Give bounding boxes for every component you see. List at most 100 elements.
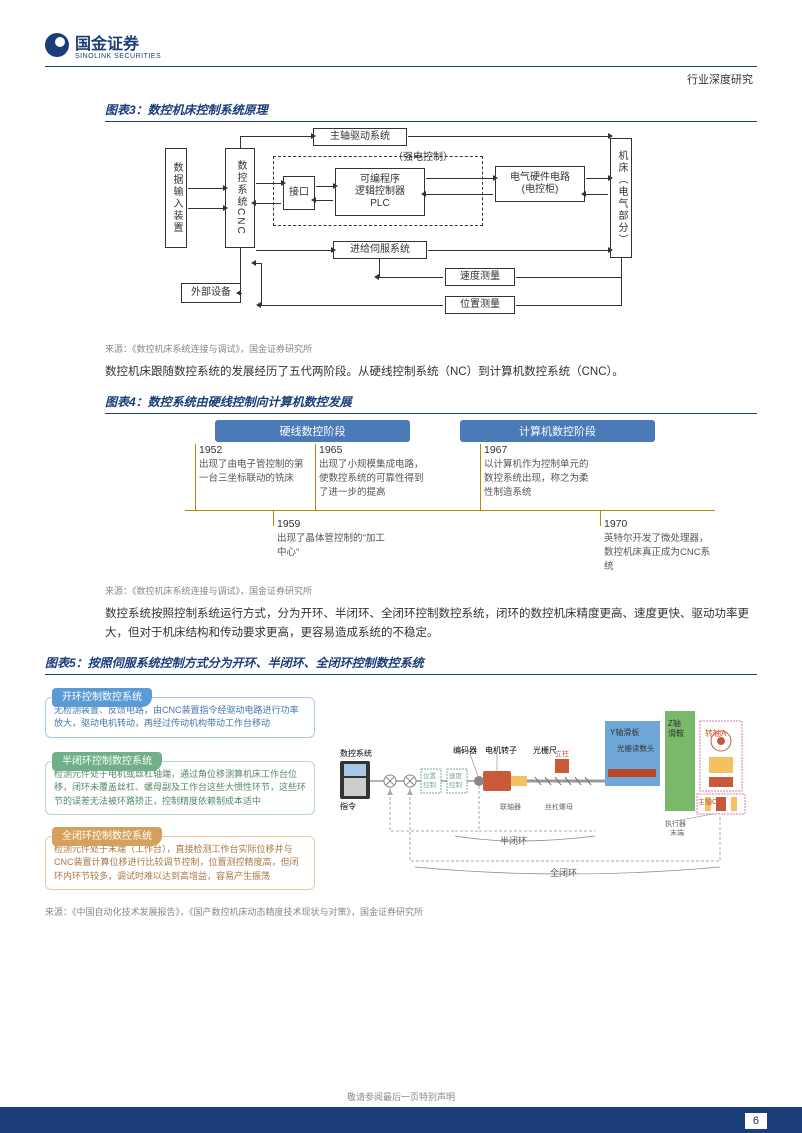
node-feed-servo: 进给伺服系统 (333, 241, 427, 259)
footer-bar (0, 1107, 802, 1133)
arrow (256, 250, 331, 251)
sys-half-closed: 半闭环控制数控系统 检测元件处于电机或丝杠轴端，通过角位移测算机床工作台位移，闭… (45, 761, 315, 816)
svg-text:Z轴: Z轴 (668, 718, 681, 728)
arrow (256, 203, 281, 204)
lbl-post: 立柱 (555, 749, 569, 758)
lbl-spindlec: 主轴C (698, 797, 717, 806)
sys2-text: 检测元件处于电机或丝杠轴端，通过角位移测算机床工作台位移，闭环未覆盖丝杠、螺母副… (54, 768, 306, 809)
sys-open-loop: 开环控制数控系统 无检测装置、反馈电路，由CNC装置指令经驱动电路进行功率放大，… (45, 697, 315, 738)
brand-block: 国金证券 SINOLINK SECURITIES (75, 30, 161, 60)
svg-text:滑鞍: 滑鞍 (668, 728, 684, 738)
fig4-timeline: 硬线数控阶段 计算机数控阶段 1952 出现了由电子管控制的第一台三坐标联动的铣床… (125, 420, 757, 580)
timeline-text: 以计算机作为控制单元的数控系统出现，称之为柔性制造系统 (484, 458, 592, 501)
plc-l1: 可编程序 (360, 174, 400, 186)
timeline-tick (273, 510, 274, 526)
fig3-source: 来源：《数控机床系统连接与调试》，国金证券研究所 (105, 342, 757, 355)
arrow (586, 178, 608, 179)
arrow (240, 248, 241, 293)
timeline-year: 1970 (604, 518, 627, 530)
lbl-encoder: 编码器 (453, 745, 477, 755)
arrow (428, 250, 608, 251)
timeline-text: 出现了晶体管控制的"加工中心" (277, 532, 385, 561)
timeline-year: 1967 (484, 444, 507, 456)
fig5-content: 开环控制数控系统 无检测装置、反馈电路，由CNC装置指令经驱动电路进行功率放大，… (45, 681, 757, 901)
arrow (426, 194, 493, 195)
sys1-title: 开环控制数控系统 (52, 688, 152, 707)
doc-type: 行业深度研究 (45, 71, 753, 87)
arrow (256, 136, 311, 137)
timeline-tick (195, 444, 196, 510)
node-elec-hw: 电气硬件电路 (电控柜) (495, 166, 585, 202)
para1: 数控机床跟随数控系统的发展经历了五代两阶段。从硬线控制系统（NC）到计算机数控系… (105, 363, 757, 383)
stage1: 硬线数控阶段 (215, 420, 410, 442)
sys3-title: 全闭环控制数控系统 (52, 827, 162, 846)
arrow (621, 258, 622, 306)
lbl-rota: 转轴A (705, 728, 727, 738)
brand-en: SINOLINK SECURITIES (75, 53, 161, 60)
ehw-l1: 电气硬件电路 (510, 172, 570, 184)
svg-text:末端: 末端 (670, 828, 684, 837)
sys2-title: 半闭环控制数控系统 (52, 752, 162, 771)
node-ext-dev: 外部设备 (181, 283, 241, 303)
timeline-tick (315, 444, 316, 510)
timeline-year: 1959 (277, 518, 300, 530)
fig5-title: 图表5：按照伺服系统控制方式分为开环、半闭环、全闭环控制数控系统 (45, 652, 757, 675)
node-speed: 速度测量 (445, 268, 515, 286)
svg-text:控制: 控制 (449, 780, 463, 789)
lbl-yslide: Y轴滑板 (610, 727, 639, 737)
para2: 数控系统按照控制系统运行方式，分为开环、半闭环、全闭环控制数控系统，闭环的数控机… (105, 605, 757, 644)
arrow (240, 136, 256, 137)
node-pos: 位置测量 (445, 296, 515, 314)
page: 国金证券 SINOLINK SECURITIES 行业深度研究 图表3：数控机床… (0, 0, 802, 1133)
brand-cn: 国金证券 (75, 30, 161, 54)
arrow (241, 293, 242, 294)
lbl-motor: 电机转子 (485, 745, 517, 755)
fig3-title: 图表3：数控机床控制系统原理 (105, 99, 757, 122)
fig5-source: 来源：《中国自动化技术发展报告》，《国产数控机床动态精度技术现状与对策》，国金证… (45, 905, 757, 918)
node-machine: 机床（电气部分） (610, 138, 632, 258)
arrow (516, 277, 621, 278)
node-spindle: 主轴驱动系统 (313, 128, 407, 146)
arrow (379, 259, 380, 277)
arrow (408, 136, 608, 137)
lbl-cnc: 数控系统 (340, 748, 372, 758)
lbl-full: 全闭环 (550, 867, 577, 878)
node-data-input: 数据输入装置 (165, 148, 187, 248)
ehw-l2: (电控柜) (522, 184, 559, 196)
timeline-tick (600, 510, 601, 526)
header: 国金证券 SINOLINK SECURITIES (45, 30, 757, 67)
arrow (188, 188, 223, 189)
plc-l2: 逻辑控制器 (355, 186, 405, 198)
node-interface: 接口 (283, 176, 315, 210)
arrow (256, 183, 281, 184)
timeline-text: 出现了小规模集成电路，使数控系统的可靠性得到了进一步的提高 (319, 458, 427, 501)
arrow (256, 263, 261, 264)
lbl-grating: 光栅尺 (533, 745, 557, 755)
timeline-year: 1965 (319, 444, 342, 456)
arrow (586, 194, 608, 195)
page-number: 6 (745, 1113, 767, 1129)
fig3-diagram: 数据输入装置 数控系统CNC 主轴驱动系统 （强电控制） 接口 可编程序 逻辑控… (155, 128, 757, 338)
arrow (316, 200, 333, 201)
logo-icon (45, 33, 69, 57)
lbl-ghead: 光栅读数头 (617, 743, 655, 753)
sys1-text: 无检测装置、反馈电路，由CNC装置指令经驱动电路进行功率放大，驱动电机转动，再经… (54, 704, 306, 731)
arrow (261, 263, 262, 305)
stage2: 计算机数控阶段 (460, 420, 655, 442)
sys3-text: 检测元件处于末端（工作台），直接检测工作台实际位移并与CNC装置计算位移进行比较… (54, 843, 306, 884)
arrow (261, 305, 443, 306)
timeline-line (185, 510, 715, 511)
timeline-year: 1952 (199, 444, 222, 456)
lbl-screw: 丝杠螺母 (545, 802, 573, 811)
lbl-coupling: 联轴器 (500, 802, 521, 811)
svg-text:执行器: 执行器 (665, 819, 686, 828)
timeline-tick (480, 444, 481, 510)
sys-full-closed: 全闭环控制数控系统 检测元件处于末端（工作台），直接检测工作台实际位移并与CNC… (45, 836, 315, 891)
svg-text:指令: 指令 (340, 801, 356, 811)
fig4-title: 图表4：数控系统由硬线控制向计算机数控发展 (105, 391, 757, 414)
plc-l3: PLC (370, 198, 389, 210)
closed-loop-diagram: 数控系统 指令 位置控制 速度控制 编码器 电机转子 (335, 681, 755, 891)
label-strong-ctrl: （强电控制） (393, 148, 453, 163)
timeline-text: 出现了由电子管控制的第一台三坐标联动的铣床 (199, 458, 307, 487)
arrow (426, 178, 493, 179)
